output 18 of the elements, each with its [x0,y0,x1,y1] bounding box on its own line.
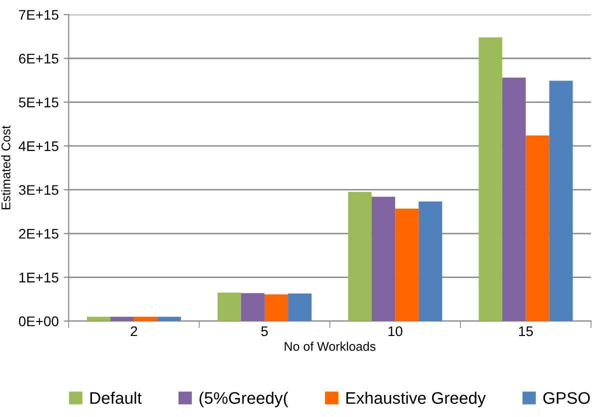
y-tick-label: 7E+15 [19,10,58,20]
y-tick-label: 2E+15 [19,228,58,239]
legend-label: GPSO [543,392,590,404]
y-tick-label: 3E+15 [18,185,58,195]
y-axis-title: Estimated Cost [1,126,10,210]
x-axis-title: No of Workloads [284,342,376,351]
y-tick-label: 4E+15 [18,141,58,152]
x-tick-label: 10 [388,326,402,336]
x-tick-label: 5 [261,326,268,336]
y-tick-label: 1E+15 [19,272,58,282]
y-tick-label: 6E+15 [19,54,58,64]
x-tick-label: 15 [519,326,533,336]
x-tick-label: 2 [130,326,138,336]
y-tick-label: 0E+00 [18,316,58,326]
legend-label: Exhaustive Greedy [346,392,486,408]
legend-label: Default [90,392,142,404]
y-tick-label: 5E+15 [18,98,58,108]
legend-label: (5%Greedy( [200,392,288,408]
